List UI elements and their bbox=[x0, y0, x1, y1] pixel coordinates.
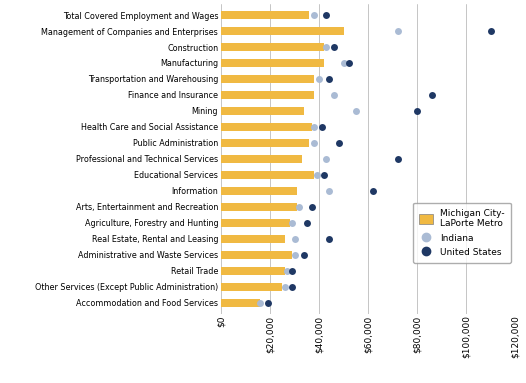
Bar bbox=[221, 235, 285, 243]
Bar bbox=[221, 171, 314, 179]
Bar bbox=[221, 43, 324, 51]
Bar bbox=[221, 107, 305, 115]
Bar bbox=[221, 11, 309, 19]
Bar bbox=[221, 59, 324, 67]
Bar bbox=[221, 155, 302, 163]
Bar bbox=[221, 283, 282, 291]
Bar bbox=[221, 75, 314, 83]
Bar bbox=[221, 27, 343, 35]
Bar bbox=[221, 299, 260, 307]
Legend: Michigan City-
LaPorte Metro, Indiana, United States: Michigan City- LaPorte Metro, Indiana, U… bbox=[413, 203, 511, 263]
Bar bbox=[221, 267, 285, 275]
Bar bbox=[221, 139, 309, 147]
Bar bbox=[221, 203, 297, 211]
Bar bbox=[221, 219, 290, 227]
Bar bbox=[221, 123, 312, 131]
Bar bbox=[221, 91, 314, 99]
Bar bbox=[221, 251, 292, 259]
Bar bbox=[221, 187, 297, 195]
